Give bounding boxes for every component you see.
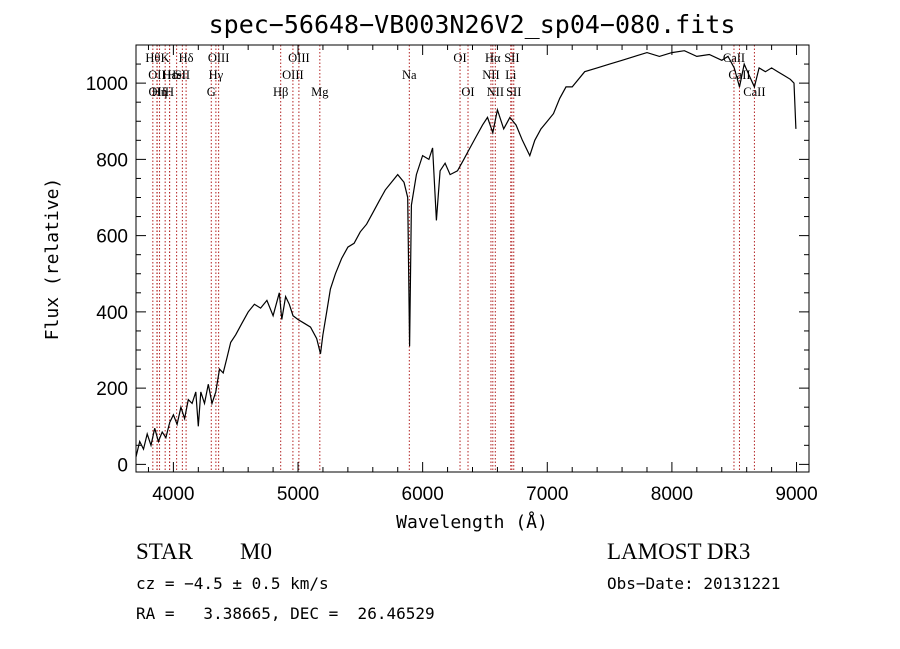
x-tick-label: 4000 — [152, 484, 194, 505]
y-tick-label: 200 — [96, 379, 128, 400]
marker-label: OII — [149, 85, 166, 99]
marker-label: Li — [505, 68, 517, 82]
object-class: STAR — [136, 539, 194, 564]
marker-label: OII — [148, 68, 165, 82]
y-tick-label: 0 — [117, 455, 128, 476]
y-tick-label: 400 — [96, 303, 128, 324]
marker-label: Hθ — [145, 51, 160, 65]
y-tick-label: 1000 — [86, 74, 128, 95]
marker-label: OI — [453, 51, 466, 65]
x-tick-label: 5000 — [277, 484, 319, 505]
marker-label: OI — [461, 85, 474, 99]
object-subclass: M0 — [240, 539, 272, 564]
marker-label: Hα — [485, 51, 501, 65]
x-tick-label: 7000 — [526, 484, 568, 505]
marker-label: CaII — [723, 51, 745, 65]
marker-label: SII — [506, 85, 521, 99]
marker-label: K — [161, 51, 170, 65]
plot-frame — [135, 44, 810, 473]
y-tick-label: 600 — [96, 227, 128, 248]
survey-label: LAMOST DR3 — [607, 539, 750, 564]
marker-label: OIII — [282, 68, 304, 82]
y-axis-ticks: 0 200 400 600 800 1000 — [86, 44, 809, 476]
marker-label: CaII — [728, 68, 750, 82]
y-axis-label: Flux (relative) — [42, 178, 63, 341]
x-tick-label: 9000 — [775, 484, 817, 505]
marker-label: SII — [504, 51, 519, 65]
marker-label: Hδ — [179, 51, 194, 65]
x-tick-label: 8000 — [651, 484, 693, 505]
obs-date: Obs−Date: 20131221 — [607, 574, 780, 593]
marker-label: OIII — [208, 51, 230, 65]
chart-title: spec−56648−VB003N26V2_sp04−080.fits — [209, 10, 736, 39]
x-axis-ticks: 4000 5000 6000 7000 8000 9000 — [147, 45, 818, 505]
line-markers — [152, 45, 755, 472]
coordinates-readout: RA = 3.38665, DEC = 26.46529 — [136, 604, 435, 623]
marker-label: OIII — [288, 51, 310, 65]
x-axis-label: Wavelength (Å) — [396, 511, 548, 533]
marker-label: H — [165, 85, 174, 99]
marker-label: CaII — [743, 85, 765, 99]
marker-label: Mg — [311, 85, 329, 99]
x-tick-label: 6000 — [402, 484, 444, 505]
redshift-readout: cz = −4.5 ± 0.5 km/s — [136, 574, 329, 593]
marker-label: Na — [402, 68, 417, 82]
marker-label: Hγ — [209, 68, 224, 82]
line-marker-labels: HθOIIOIIHηKHHεHeISIIHδGHγOIIIHβOIIIOIIIM… — [145, 51, 765, 99]
spectrum-line — [135, 50, 797, 457]
marker-label: Hε — [163, 68, 177, 82]
marker-label: HeI — [167, 68, 186, 82]
marker-label: Hη — [152, 85, 168, 99]
marker-label: NII — [487, 85, 504, 99]
marker-label: G — [207, 85, 216, 99]
marker-label: SII — [175, 68, 190, 82]
marker-label: NII — [482, 68, 499, 82]
y-tick-label: 800 — [96, 150, 128, 171]
marker-label: Hβ — [273, 85, 288, 99]
